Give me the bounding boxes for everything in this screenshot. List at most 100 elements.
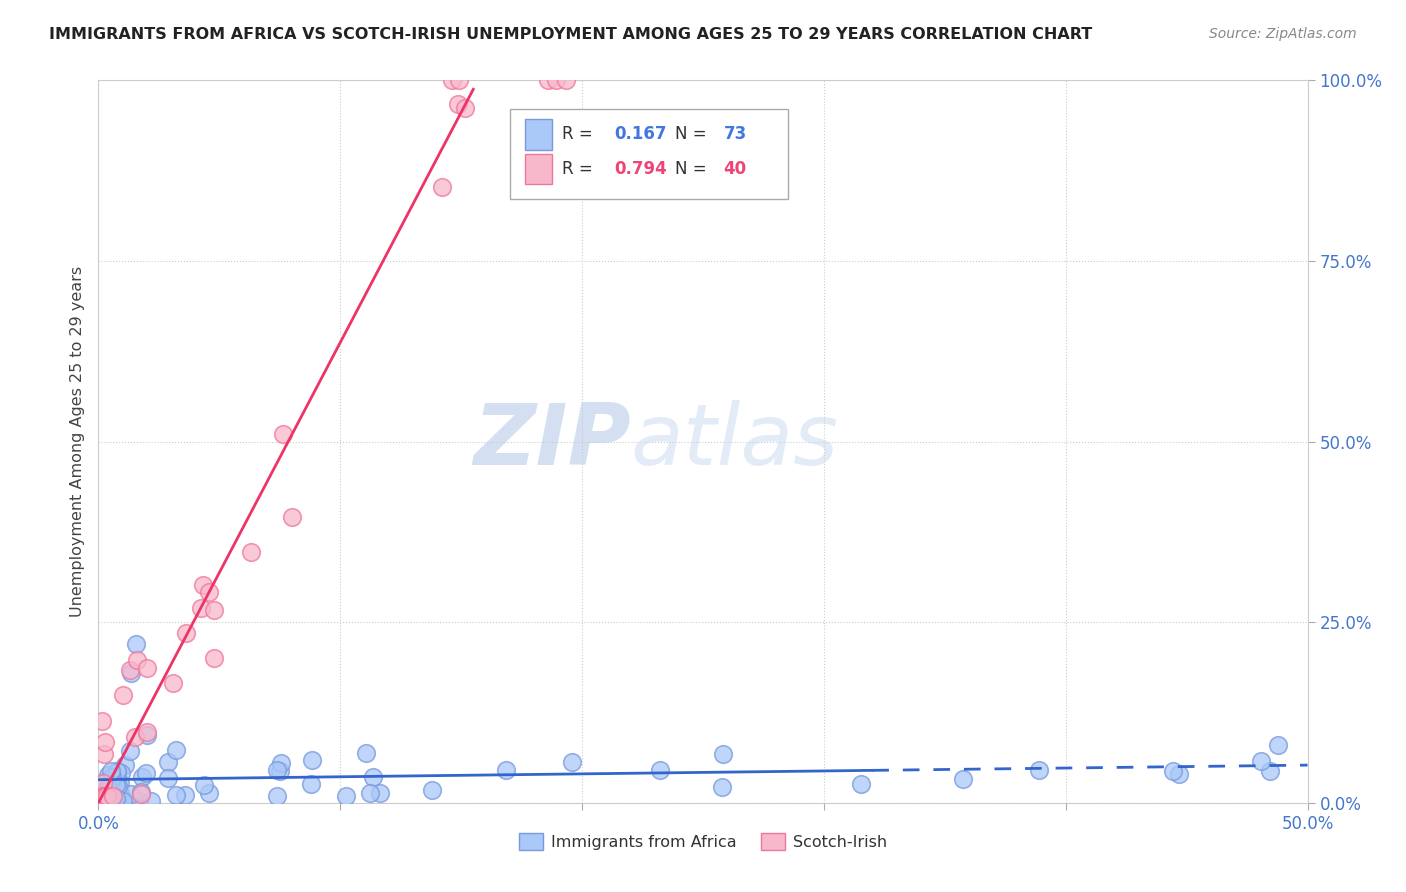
Point <box>120 663 142 677</box>
Point <box>1258 764 1281 778</box>
Point <box>136 728 159 742</box>
Point <box>359 786 381 800</box>
Point <box>537 73 560 87</box>
Point <box>1028 763 1050 777</box>
Point <box>174 788 197 802</box>
Point <box>100 764 122 778</box>
Point <box>128 793 150 807</box>
Point <box>447 73 470 87</box>
Point <box>96 789 118 803</box>
Point <box>1168 766 1191 780</box>
Text: N =: N = <box>675 126 711 144</box>
Point <box>1267 738 1289 752</box>
Text: 0.167: 0.167 <box>614 126 668 144</box>
Point <box>198 786 221 800</box>
Point <box>112 794 135 808</box>
Point <box>711 780 734 794</box>
Point <box>191 578 214 592</box>
Point <box>93 747 115 761</box>
Point <box>129 785 152 799</box>
Point <box>104 783 127 797</box>
Point <box>711 747 734 761</box>
Text: 40: 40 <box>724 161 747 178</box>
Point <box>91 793 114 807</box>
Point <box>554 73 576 87</box>
Point <box>952 772 974 786</box>
Point <box>430 179 453 194</box>
Text: 0.794: 0.794 <box>614 161 668 178</box>
Point <box>107 784 129 798</box>
Point <box>335 789 357 804</box>
Point <box>94 784 117 798</box>
Point <box>94 786 117 800</box>
Text: Source: ZipAtlas.com: Source: ZipAtlas.com <box>1209 27 1357 41</box>
Point <box>89 789 111 803</box>
Point <box>1250 754 1272 768</box>
Point <box>135 766 157 780</box>
Point <box>202 603 225 617</box>
Point <box>495 763 517 777</box>
Point <box>141 794 163 808</box>
Point <box>93 789 115 803</box>
Point <box>129 787 152 801</box>
Point <box>135 660 157 674</box>
Point <box>110 766 132 780</box>
Point <box>101 772 124 786</box>
Point <box>120 665 142 680</box>
Bar <box>526 120 553 150</box>
Point <box>125 637 148 651</box>
FancyBboxPatch shape <box>509 109 787 200</box>
Bar <box>526 154 553 185</box>
Point <box>90 789 112 803</box>
Point <box>105 790 128 805</box>
Text: N =: N = <box>675 161 711 178</box>
Point <box>420 783 443 797</box>
Point <box>94 735 117 749</box>
Point <box>447 97 470 112</box>
Point <box>91 775 114 789</box>
Point <box>441 73 464 87</box>
Point <box>101 793 124 807</box>
Point <box>94 775 117 789</box>
Point <box>198 584 221 599</box>
Point <box>90 792 112 806</box>
Point <box>98 784 121 798</box>
Point <box>190 600 212 615</box>
Point <box>114 757 136 772</box>
Point <box>157 755 180 769</box>
Point <box>271 427 294 442</box>
Point <box>1163 764 1185 778</box>
Point <box>101 789 124 803</box>
Point <box>97 781 120 796</box>
Point <box>561 755 583 769</box>
Point <box>93 789 115 803</box>
Legend: Immigrants from Africa, Scotch-Irish: Immigrants from Africa, Scotch-Irish <box>513 827 893 856</box>
Point <box>266 789 288 803</box>
Text: IMMIGRANTS FROM AFRICA VS SCOTCH-IRISH UNEMPLOYMENT AMONG AGES 25 TO 29 YEARS CO: IMMIGRANTS FROM AFRICA VS SCOTCH-IRISH U… <box>49 27 1092 42</box>
Text: ZIP: ZIP <box>472 400 630 483</box>
Point <box>97 768 120 782</box>
Point <box>94 789 117 803</box>
Point <box>91 789 114 803</box>
Point <box>650 763 672 777</box>
Point <box>104 766 127 780</box>
Point <box>118 744 141 758</box>
Point <box>135 725 157 739</box>
Y-axis label: Unemployment Among Ages 25 to 29 years: Unemployment Among Ages 25 to 29 years <box>69 266 84 617</box>
Point <box>165 743 187 757</box>
Point <box>91 714 114 728</box>
Point <box>96 786 118 800</box>
Point <box>193 778 215 792</box>
Point <box>108 776 131 790</box>
Point <box>453 101 475 115</box>
Point <box>301 753 323 767</box>
Point <box>100 770 122 784</box>
Point <box>91 789 114 803</box>
Point <box>104 779 127 793</box>
Point <box>131 770 153 784</box>
Point <box>354 746 377 760</box>
Point <box>90 795 112 809</box>
Point <box>105 765 128 780</box>
Point <box>280 510 302 524</box>
Point <box>107 789 129 803</box>
